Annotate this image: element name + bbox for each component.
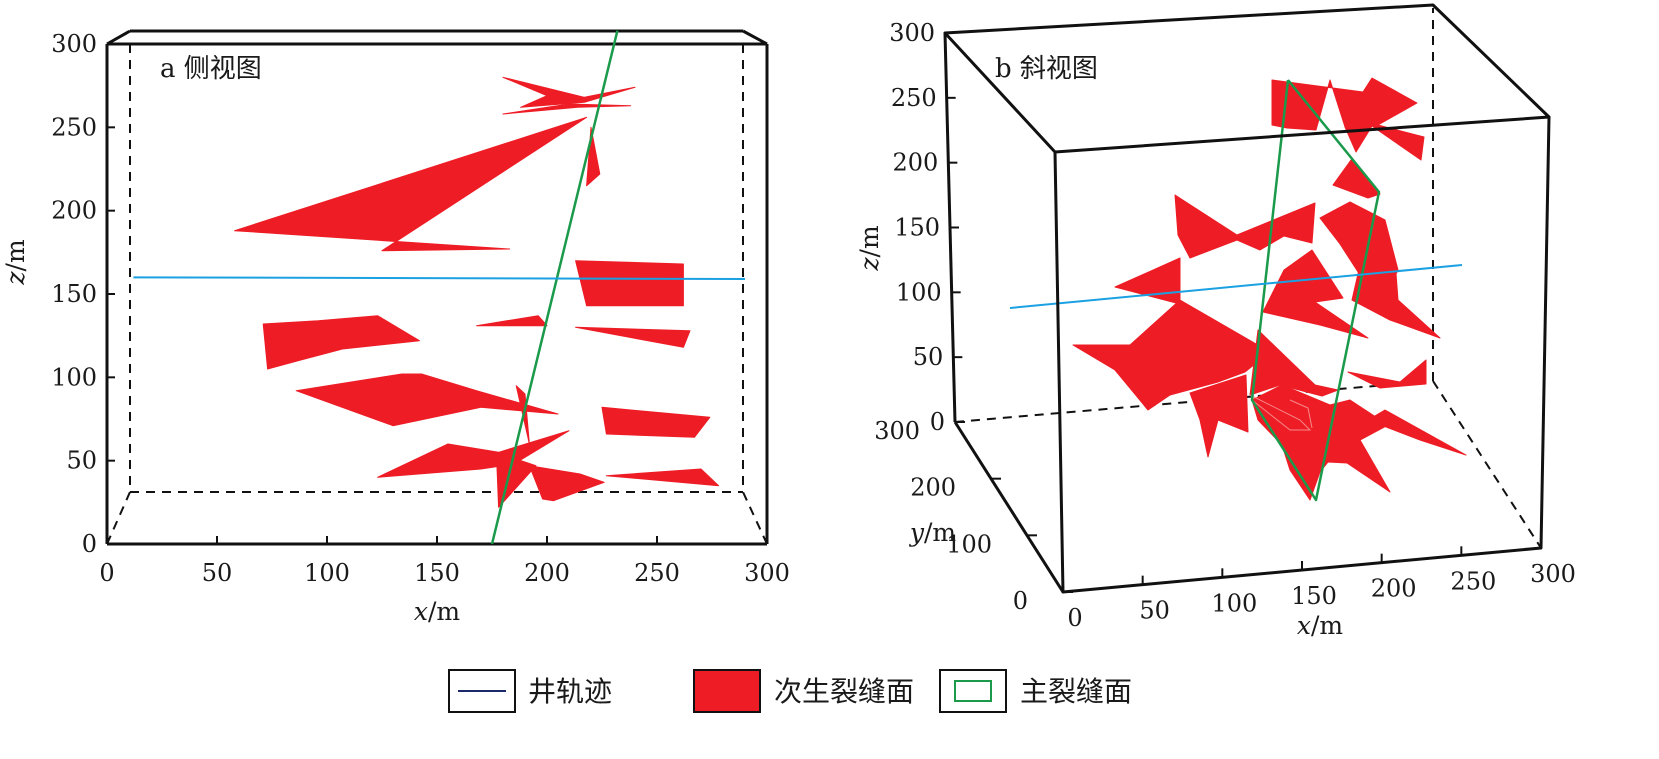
legend-label-well-trajectory: 井轨迹 [528, 675, 612, 708]
secondary-fracture-6 [262, 315, 420, 370]
panel-a-hidden-edges [106, 44, 768, 545]
legend-item-well-trajectory: 井轨迹 [448, 669, 612, 713]
panel-b-y-ticks: 0 100 200 300 [874, 417, 1073, 615]
panel-a-z-ticks: 0 50 100 150 200 250 300 [51, 30, 115, 558]
panel-b-title: b 斜视图 [995, 54, 1098, 84]
secondary-fracture-13 [495, 451, 537, 508]
legend-swatch-secondary-fracture [693, 669, 761, 713]
panel-b-oblique-view: 0 50 100 150 200 250 300 0 100 200 300 0 50 100 150 2… [855, 3, 1576, 640]
panel-b-z-axis-label: z/m [855, 225, 884, 272]
x-tick-label: 100 [304, 559, 350, 587]
x-tick-label: 0 [99, 559, 114, 587]
z-tick-label: 50 [913, 343, 944, 371]
secondary-fracture-3 [234, 116, 588, 252]
x-tick-label: 300 [1530, 560, 1576, 588]
z-tick-label: 100 [51, 363, 97, 391]
legend: 井轨迹 次生裂缝面 主裂缝面 [448, 669, 1132, 713]
secondary-fracture-14 [528, 465, 605, 502]
panel-a-main-fracture [490, 30, 619, 545]
secondary-fracture-2 [502, 103, 632, 115]
legend-swatch-main-fracture [954, 680, 992, 702]
z-tick-label: 150 [894, 214, 940, 242]
panel-b-hidden-edges [954, 8, 1542, 549]
z-tick-label: 200 [893, 149, 939, 177]
z-tick-label: 0 [930, 408, 945, 436]
legend-item-secondary-fracture: 次生裂缝面 [693, 669, 914, 713]
z-tick-label: 200 [51, 197, 97, 225]
secondary-fracture-5 [575, 260, 684, 307]
panel-b-y-axis-label: y/m [909, 518, 957, 547]
z-tick-label: 0 [82, 530, 97, 558]
legend-item-main-fracture: 主裂缝面 [939, 669, 1132, 713]
panel-a-side-view: 0 50 100 150 200 250 300 0 50 100 150 200 250 300 a … [1, 29, 790, 626]
y-tick-label: 100 [946, 530, 992, 558]
panel-b-x-axis-label: x/m [1297, 611, 1344, 640]
secondary-fracture-9 [295, 373, 559, 427]
panel-b-secondary-fracture-edges [1249, 394, 1313, 431]
z-tick-label: 100 [896, 278, 942, 306]
x-tick-label: 150 [1291, 582, 1337, 610]
panel-b-main-fracture [1250, 79, 1381, 502]
x-tick-label: 200 [524, 559, 570, 587]
panel-a-x-ticks: 0 50 100 150 200 250 300 [99, 536, 790, 587]
x-tick-label: 250 [634, 559, 680, 587]
y-tick-label: 200 [910, 474, 956, 502]
x-tick-label: 250 [1450, 567, 1496, 595]
panel-a-z-axis-label: z/m [1, 239, 30, 286]
x-tick-label: 200 [1371, 575, 1417, 603]
z-tick-label: 250 [891, 84, 937, 112]
panel-a-secondary-fractures [234, 76, 720, 508]
x-tick-label: 150 [414, 559, 460, 587]
well-trajectory-line [133, 276, 746, 280]
panel-a-title: a 侧视图 [160, 54, 262, 84]
y-tick-label: 0 [1013, 587, 1028, 615]
z-tick-label: 300 [889, 19, 935, 47]
panel-a-well-trajectory [133, 276, 746, 280]
x-tick-label: 300 [744, 559, 790, 587]
x-tick-label: 0 [1067, 604, 1082, 632]
secondary-fracture-1 [502, 76, 636, 108]
z-tick-label: 250 [51, 113, 97, 141]
legend-label-secondary-fracture: 次生裂缝面 [774, 675, 914, 708]
z-tick-label: 300 [51, 30, 97, 58]
secondary-fracture-4 [586, 126, 601, 187]
panel-b-well-trajectory [1009, 264, 1463, 309]
x-tick-label: 100 [1211, 589, 1257, 617]
panel-b-secondary-fractures [1072, 77, 1467, 501]
z-tick-label: 150 [51, 280, 97, 308]
z-tick-label: 50 [66, 447, 97, 475]
secondary-fracture-12 [377, 430, 570, 478]
secondary-fracture-7 [476, 315, 548, 327]
legend-label-main-fracture: 主裂缝面 [1020, 675, 1132, 708]
secondary-fracture-15 [605, 468, 720, 487]
panel-b-x-ticks: 0 50 100 150 200 250 300 [1062, 539, 1576, 632]
panel-b-z-ticks: 0 50 100 150 200 250 300 [889, 19, 964, 436]
legend-swatch-main-fracture-frame [939, 669, 1007, 713]
panel-b-box [943, 3, 1551, 594]
main-fracture-trace [490, 30, 619, 545]
x-tick-label: 50 [1139, 597, 1170, 625]
y-tick-label: 300 [874, 417, 920, 445]
x-tick-label: 50 [202, 559, 233, 587]
secondary-fracture-8 [575, 326, 691, 348]
panel-a-x-axis-label: x/m [414, 597, 461, 626]
secondary-fracture-11 [601, 406, 711, 438]
